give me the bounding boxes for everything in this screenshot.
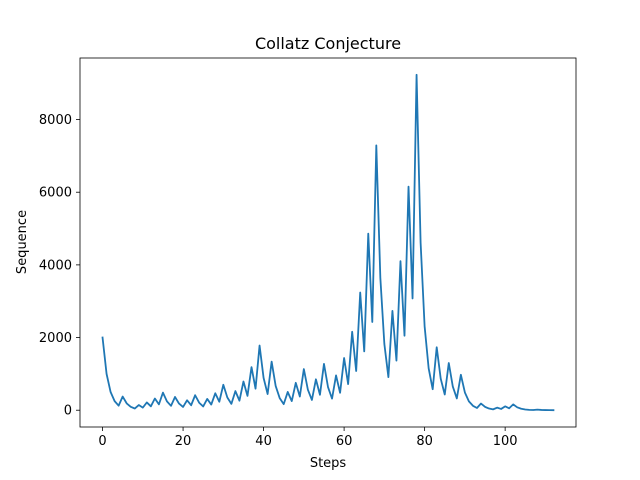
x-tick-label: 40: [255, 434, 272, 449]
plot-frame: [79, 57, 577, 428]
y-axis-label: Sequence: [15, 210, 30, 274]
x-tick-label: 100: [493, 434, 518, 449]
x-tick-label: 80: [416, 434, 433, 449]
y-tick-label: 0: [64, 404, 72, 419]
x-tick-label: 60: [336, 434, 353, 449]
y-tick-label: 2000: [39, 331, 72, 346]
y-axis-ticks: 0 2000 4000 6000 8000: [39, 113, 80, 419]
y-tick-label: 6000: [39, 186, 72, 201]
x-axis-ticks: 0 20 40 60 80 100: [98, 427, 518, 449]
collatz-sequence-line: [101, 73, 555, 412]
chart-title: Collatz Conjecture: [255, 34, 401, 53]
y-tick-label: 4000: [39, 258, 72, 273]
y-tick-label: 8000: [39, 113, 72, 128]
plot-area: [80, 58, 576, 427]
x-axis-label: Steps: [310, 456, 347, 471]
x-tick-label: 0: [98, 434, 106, 449]
x-tick-label: 20: [175, 434, 192, 449]
